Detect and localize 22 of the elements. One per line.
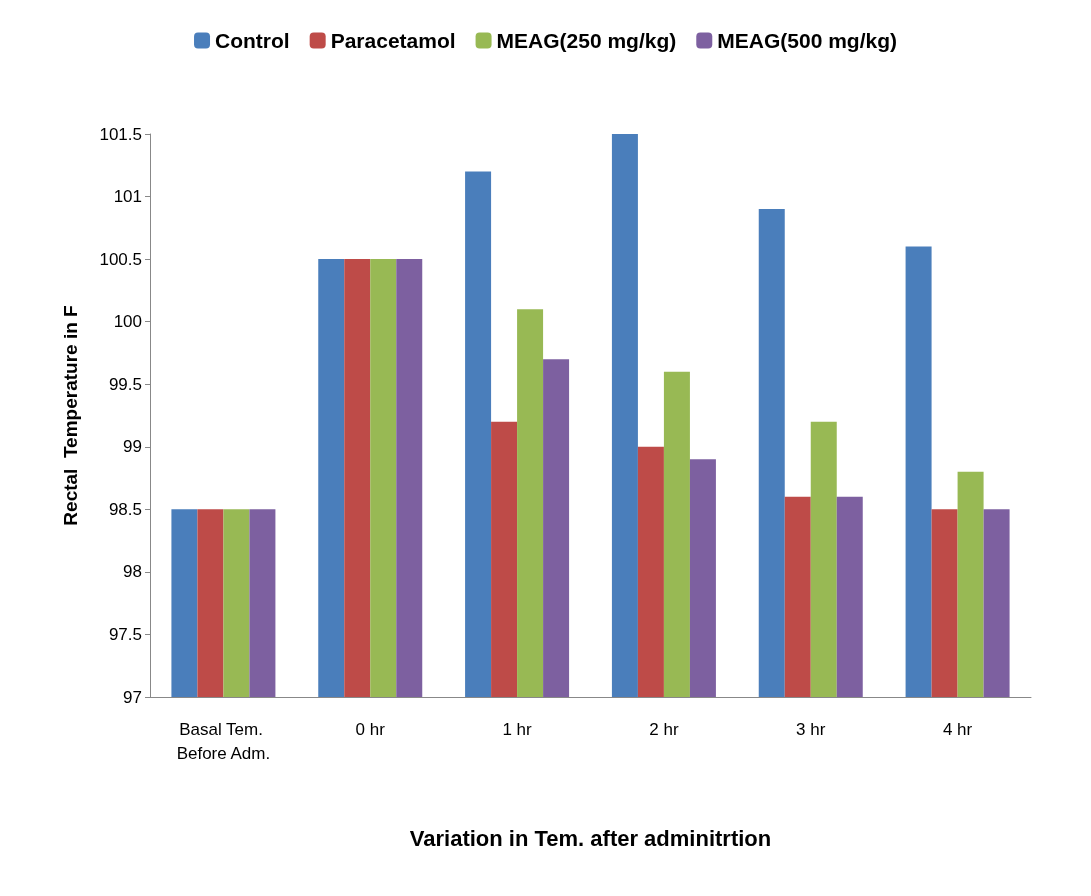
x-tick-label: Basal Tem. Before Adm. (176, 719, 271, 763)
legend-label: MEAG(250 mg/kg) (496, 29, 677, 52)
y-tick-label: 97 (123, 687, 142, 707)
x-tick-label: 0 hr (355, 719, 386, 739)
y-tick-label: 100 (113, 312, 142, 332)
y-tick-label: 100.5 (99, 249, 142, 269)
y-tick-label: 99.5 (108, 374, 142, 394)
y-tick-label: 98.5 (108, 499, 142, 519)
y-tick-label: 101 (113, 187, 142, 207)
y-tick-label: 101.5 (99, 124, 142, 144)
x-axis-title: Variation in Tem. after adminitrtion (409, 825, 772, 851)
x-tick-label: 1 hr (502, 719, 533, 739)
legend-label: Paracetamol (330, 29, 456, 52)
y-tick-label: 99 (123, 437, 142, 457)
legend-label: MEAG(500 mg/kg) (717, 29, 897, 52)
x-tick-label: 2 hr (649, 719, 679, 739)
x-tick-label: 3 hr (796, 719, 826, 739)
legend-label: Control (215, 29, 290, 52)
x-tick-label: 4 hr (942, 719, 973, 739)
y-tick-label: 97.5 (108, 624, 142, 644)
y-tick-label: 98 (123, 562, 142, 582)
y-axis-title: Rectal Temperature in F (60, 305, 81, 526)
